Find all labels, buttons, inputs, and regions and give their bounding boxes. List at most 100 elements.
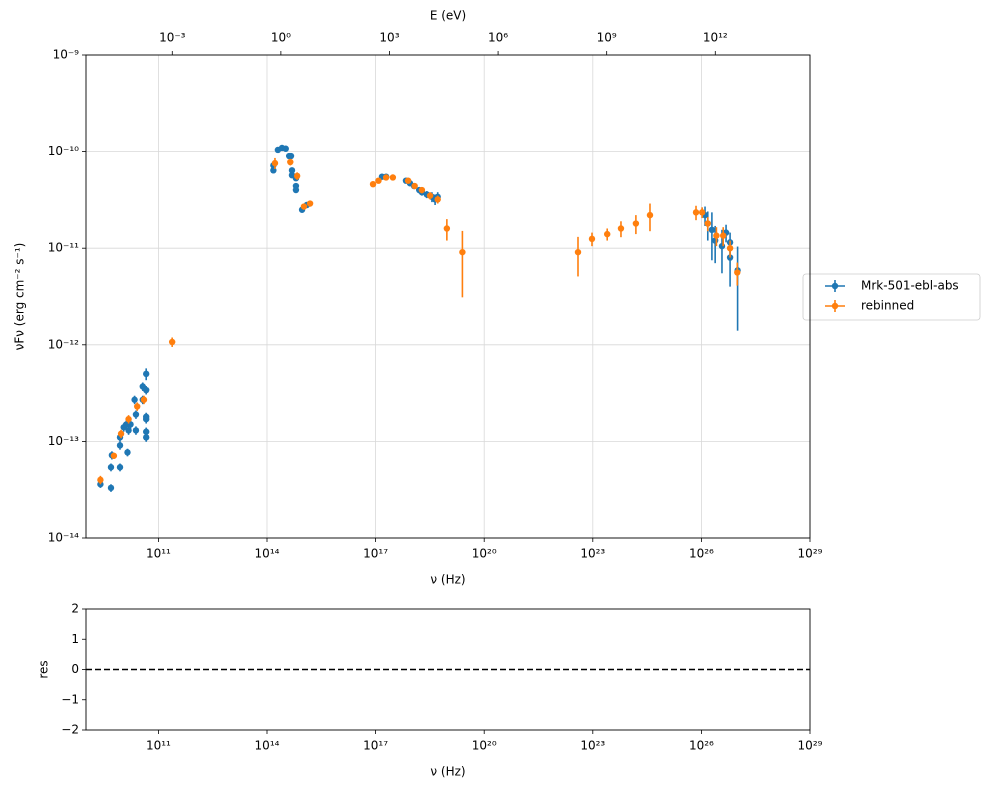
x-tick-label: 10²³ [580, 547, 605, 561]
data-point [142, 428, 150, 435]
data-point [293, 172, 301, 180]
data-point [389, 174, 397, 181]
data-point [282, 145, 289, 152]
data-point [574, 248, 582, 256]
legend-marker [831, 282, 839, 290]
data-point [140, 396, 148, 403]
data-point [287, 158, 294, 166]
legend-label: rebinned [861, 299, 914, 313]
data-point [132, 427, 140, 434]
data-point [646, 211, 654, 219]
y-tick-label: −2 [61, 723, 79, 737]
data-point [124, 449, 131, 456]
x-tick-label: 10²⁹ [798, 547, 823, 561]
data-point [404, 177, 412, 184]
data-point [125, 415, 132, 423]
x-axis-title: ν (Hz) [430, 573, 465, 587]
y-tick-label: 1 [71, 632, 79, 646]
data-point [617, 225, 625, 232]
x-tick-label: 10²⁶ [689, 547, 714, 561]
data-point [271, 159, 279, 167]
data-point [719, 232, 727, 239]
data-point [142, 386, 150, 394]
data-point [131, 396, 138, 403]
x-tick-label: 10¹⁷ [363, 547, 388, 561]
data-point [382, 174, 390, 181]
data-point [287, 152, 295, 160]
data-point [142, 434, 150, 441]
data-point [134, 403, 141, 410]
data-point [116, 464, 124, 471]
top-x-tick-label: 10¹² [703, 31, 728, 45]
data-point [97, 476, 104, 484]
data-point [292, 186, 300, 194]
legend-marker [831, 302, 839, 310]
x-tick-label: 10¹¹ [146, 739, 171, 753]
data-point [125, 427, 132, 434]
y-tick-label: 10⁻¹³ [48, 434, 79, 448]
y-tick-label: 0 [71, 662, 79, 676]
x-tick-label: 10²⁶ [689, 739, 714, 753]
x-tick-label: 10²³ [580, 739, 605, 753]
data-point [142, 370, 150, 378]
data-point [713, 232, 720, 239]
y-tick-label: 10⁻¹⁰ [48, 144, 79, 158]
data-point [300, 203, 308, 210]
data-point [434, 196, 441, 203]
x-tick-label: 10²⁰ [472, 739, 497, 753]
data-point [132, 411, 140, 418]
data-point [588, 235, 596, 243]
x-tick-label: 10²⁰ [472, 547, 497, 561]
y-tick-label: 10⁻⁹ [53, 48, 80, 62]
data-point [632, 220, 640, 227]
data-point [708, 226, 716, 234]
data-point [288, 167, 296, 174]
data-point [168, 338, 176, 346]
y-tick-label: 10⁻¹⁴ [48, 531, 79, 545]
data-point [698, 209, 706, 216]
top-x-axis-title: E (eV) [430, 9, 466, 23]
y-axis-title: res [37, 660, 51, 678]
y-tick-label: −1 [61, 692, 79, 706]
plot-frame [85, 54, 811, 539]
data-point [116, 442, 124, 449]
data-point [117, 430, 125, 437]
data-point [418, 186, 426, 194]
x-tick-label: 10²⁹ [798, 739, 823, 753]
x-axis-title: ν (Hz) [430, 765, 465, 779]
data-point [459, 248, 466, 256]
data-point [704, 220, 711, 227]
y-tick-label: 10⁻¹¹ [48, 241, 79, 255]
data-point [142, 415, 150, 423]
data-point [369, 180, 377, 188]
y-axis-title: νFν (erg cm⁻² s⁻¹) [13, 243, 27, 351]
plot-frame [85, 608, 811, 731]
data-point [107, 464, 115, 471]
y-tick-label: 10⁻¹² [48, 337, 79, 351]
legend-box [802, 273, 981, 321]
top-x-tick-label: 10⁻³ [159, 31, 186, 45]
data-point [110, 452, 118, 459]
data-point [107, 484, 115, 492]
data-point [726, 245, 734, 252]
data-point [692, 209, 700, 216]
top-x-tick-label: 10⁰ [271, 31, 291, 45]
top-x-tick-label: 10⁶ [488, 31, 508, 45]
data-point [718, 242, 726, 250]
data-point [426, 192, 434, 199]
legend-label: Mrk-501-ebl-abs [861, 279, 959, 293]
x-tick-label: 10¹¹ [146, 547, 171, 561]
data-point [375, 177, 382, 184]
top-x-tick-label: 10⁹ [597, 31, 617, 45]
top-x-tick-label: 10³ [379, 31, 399, 45]
data-point [411, 182, 418, 190]
data-point [734, 269, 741, 276]
y-tick-label: 2 [71, 602, 79, 616]
x-tick-label: 10¹⁷ [363, 739, 388, 753]
data-point [604, 230, 611, 238]
data-point [306, 200, 314, 207]
data-point [443, 225, 451, 232]
x-tick-label: 10¹⁴ [255, 547, 280, 561]
